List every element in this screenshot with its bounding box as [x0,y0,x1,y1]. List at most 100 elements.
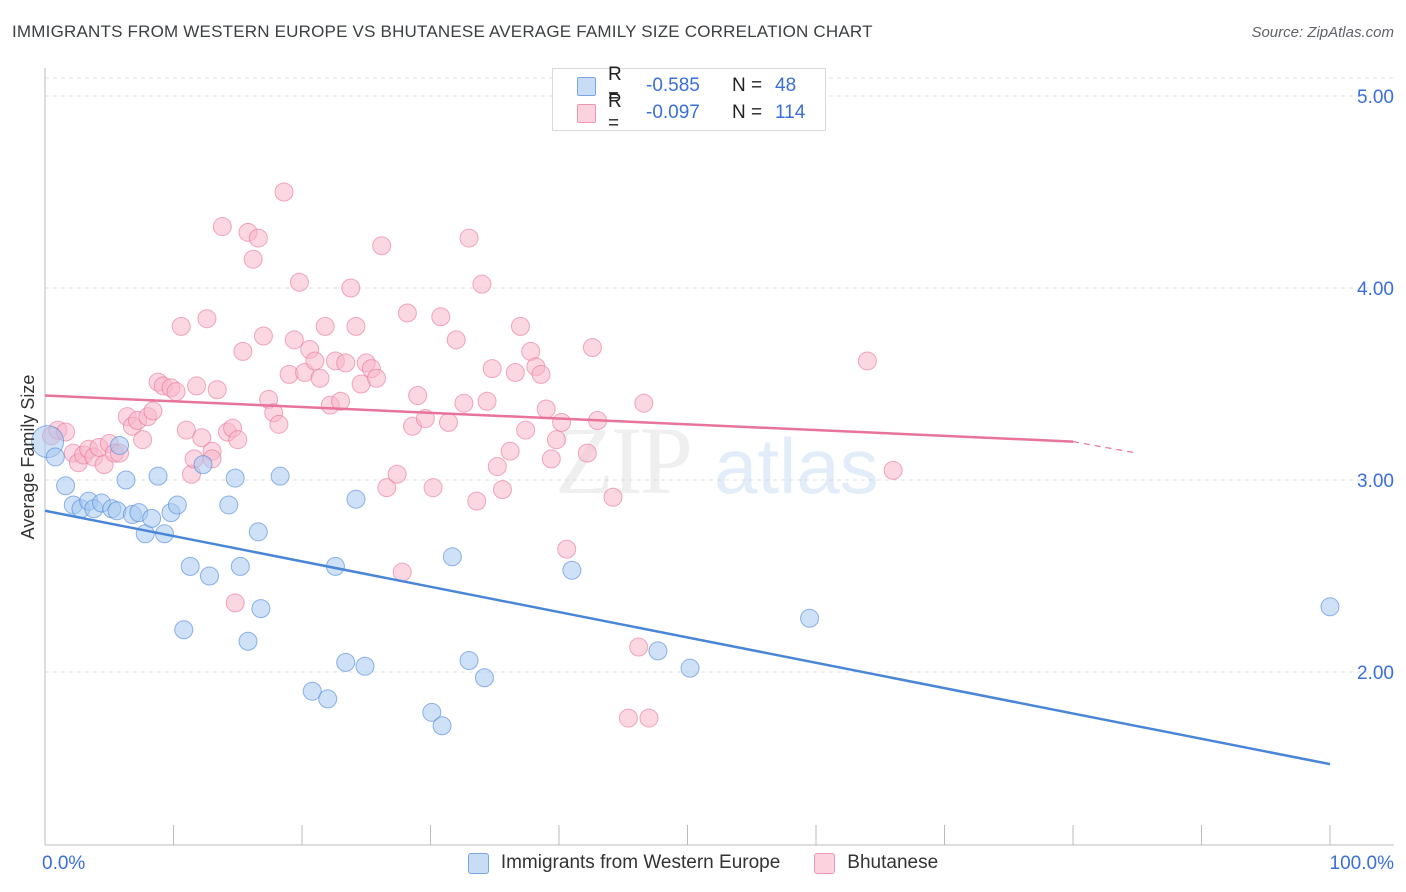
bhutanese-point [336,353,356,373]
bhutanese-point [883,460,903,480]
bhutanese-point [372,236,392,256]
bhutanese-point [331,391,351,411]
bhutanese-point [467,491,487,511]
legend-n-label: N = [732,75,763,96]
western-europe-point [56,476,76,496]
bhutanese-point [546,430,566,450]
bhutanese-point [367,368,387,388]
western-europe-point [180,556,200,576]
bhutanese-point [603,487,623,507]
bhutanese-point [516,420,536,440]
series-legend-bhutanese: Bhutanese [814,852,938,874]
western-europe-trend-line [44,509,1331,766]
bhutanese-point [166,382,186,402]
tick-labels: 2.00 3.00 4.00 5.00 0.0% 100.0% [42,87,1394,874]
source-label: Source: ZipAtlas.com [1251,24,1394,41]
watermark-atlas: atlas [714,422,879,510]
western-europe-point [800,608,820,628]
bhutanese-point [505,362,525,382]
western-europe-point [318,689,338,709]
legend-swatch-pink [577,103,596,123]
y-tick-label: 2.00 [1357,663,1394,684]
bhutanese-point [176,420,196,440]
bhutanese-point [197,309,217,329]
watermark-zip: ZIP [555,407,690,514]
bhutanese-point [431,307,451,327]
watermark: ZIP atlas [555,407,879,514]
western-europe-points [31,425,1340,736]
legend-n-label: N = [732,102,763,123]
bhutanese-point [225,593,245,613]
western-europe-point [174,620,194,640]
bhutanese-point [387,464,407,484]
western-europe-point [167,495,187,515]
bhutanese-point [487,457,507,477]
series-swatch-pink [814,852,836,874]
trend-lines [44,394,1331,766]
legend-swatch-blue [577,76,596,96]
bhutanese-point [192,428,212,448]
legend-n-value: 114 [775,102,806,123]
bhutanese-point [454,393,474,413]
legend-r-value: -0.585 [646,75,700,96]
western-europe-point [648,641,668,661]
bhutanese-point [274,182,294,202]
bhutanese-points [41,182,903,728]
bhutanese-trend-line [44,394,1074,443]
y-axis-label: Average Family Size [18,375,38,540]
bhutanese-point [243,249,263,269]
bhutanese-point [315,316,335,336]
series-legend-label: Immigrants from Western Europe [500,852,781,873]
western-europe-point [248,522,268,542]
bhutanese-point [557,539,577,559]
western-europe-point [142,508,162,528]
series-swatch-blue [467,852,489,874]
bhutanese-point [341,278,361,298]
bhutanese-point [289,272,309,292]
bhutanese-point [536,399,556,419]
western-europe-point [45,447,65,467]
legend-row-bhutanese: R = -0.097 N = 114 [577,91,806,134]
legend-r-label: R = [608,64,622,107]
bhutanese-point [438,412,458,432]
legend-r-value: -0.097 [646,102,700,123]
bhutanese-point [392,562,412,582]
bhutanese-point [552,412,572,432]
y-tick-label: 4.00 [1357,279,1394,300]
bhutanese-point [212,217,232,237]
western-europe-point [148,466,168,486]
western-europe-point [219,495,239,515]
bhutanese-point [171,316,191,336]
western-europe-point [251,599,271,619]
bhutanese-point [639,708,659,728]
bhutanese-point [284,330,304,350]
bhutanese-point [269,414,289,434]
bhutanese-point [415,409,435,429]
western-europe-point [110,435,130,455]
western-europe-point [442,547,462,567]
bhutanese-point [500,441,520,461]
x-tick-label-start: 0.0% [42,853,85,874]
bhutanese-point [133,430,153,450]
legend-row-western-europe: R = -0.585 N = 48 [577,64,796,107]
bhutanese-point [397,303,417,323]
bhutanese-point [477,391,497,411]
western-europe-point [346,489,366,509]
bhutanese-point [143,401,163,421]
western-europe-point [238,631,258,651]
bhutanese-point [310,368,330,388]
series-legend: Immigrants from Western Europe Bhutanese [0,852,1406,874]
western-europe-point [270,466,290,486]
western-europe-point [355,656,375,676]
grid-lines [45,77,1394,673]
bhutanese-point [446,330,466,350]
bhutanese-point [423,478,443,498]
legend-r-label: R = [608,91,622,134]
bhutanese-point [253,326,273,346]
bhutanese-point [492,480,512,500]
western-europe-point [474,668,494,688]
bhutanese-point [582,338,602,358]
bhutanese-point [408,386,428,406]
bhutanese-point [248,228,268,248]
